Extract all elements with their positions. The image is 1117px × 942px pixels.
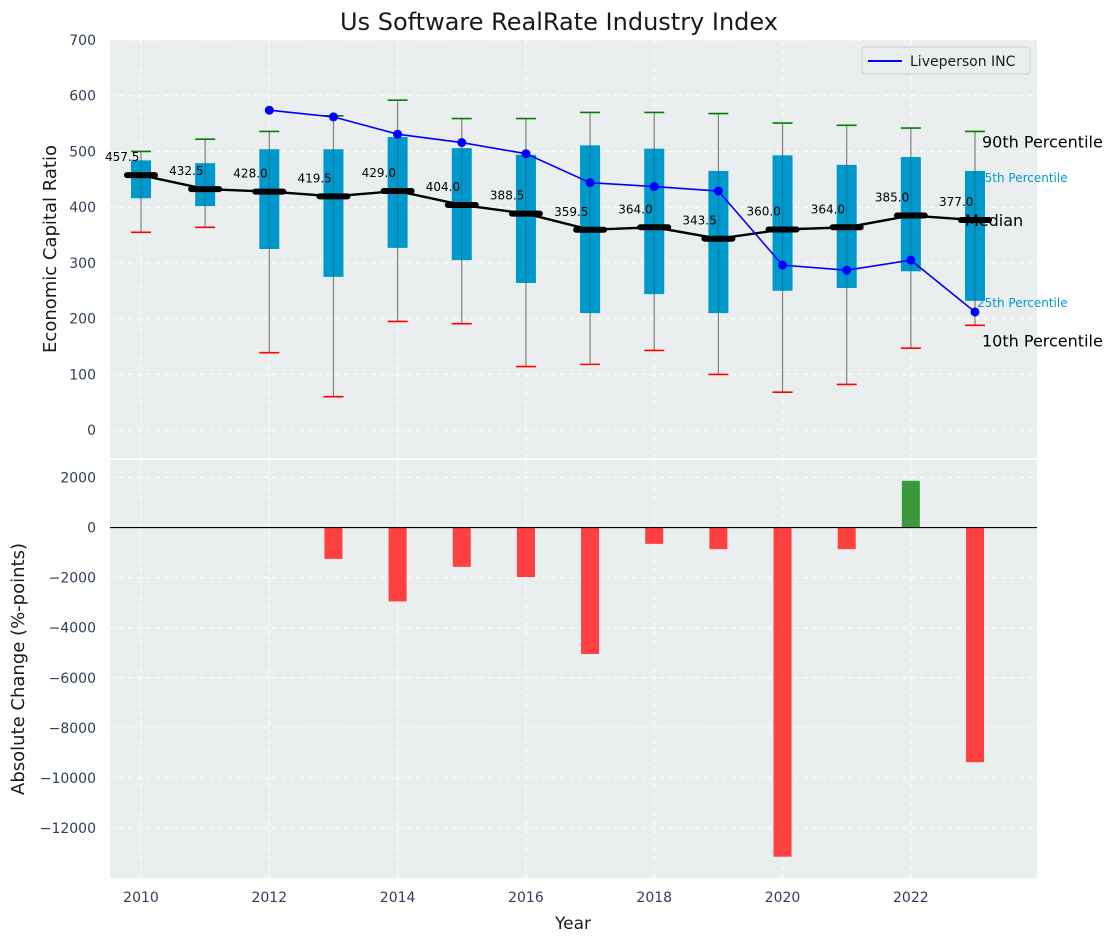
p75-annotation: 75th Percentile xyxy=(977,171,1068,185)
change-bar xyxy=(452,527,471,567)
company-point xyxy=(457,138,467,148)
change-bar xyxy=(773,527,792,857)
change-bar xyxy=(324,527,343,559)
median-series xyxy=(124,172,992,242)
legend: Liveperson INC xyxy=(861,46,1031,75)
x-tick-label: 2018 xyxy=(636,890,672,906)
x-tick-label: 2020 xyxy=(765,890,801,906)
median-annotation: Median xyxy=(965,211,1023,230)
bottom-y-tick-label: 2000 xyxy=(60,471,96,487)
top-y-axis-label: Economic Capital Ratio xyxy=(40,145,61,353)
change-bar xyxy=(966,527,984,763)
x-axis-label: Year xyxy=(554,914,591,934)
bottom-plot-area xyxy=(110,460,1037,878)
p10-annotation: 10th Percentile xyxy=(982,331,1103,350)
bottom-y-tick-labels: 2000 0 −2000 −4000 −6000 −8000 −10000 −12000 xyxy=(40,471,96,837)
legend-box xyxy=(861,46,1031,75)
top-y-tick-label: 0 xyxy=(87,423,96,439)
p90-annotation: 90th Percentile xyxy=(982,132,1103,151)
company-point xyxy=(842,265,852,275)
company-line xyxy=(269,109,976,313)
company-point xyxy=(906,255,916,265)
median-value-label: 429.0 xyxy=(362,166,396,180)
top-y-tick-labels: 0 100 200 300 400 500 600 700 xyxy=(69,33,96,439)
median-value-label: 385.0 xyxy=(875,191,909,205)
company-point xyxy=(970,307,980,317)
chart-title: Us Software RealRate Industry Index xyxy=(340,8,778,36)
median-value-label: 432.5 xyxy=(169,164,203,178)
company-point xyxy=(328,112,338,122)
median-value-label: 404.0 xyxy=(426,180,460,194)
x-tick-label: 2010 xyxy=(123,890,159,906)
median-value-labels: 457.5 432.5 428.0 419.5 429.0 404.0 388.5 359.5… xyxy=(105,150,973,228)
top-y-tick-label: 600 xyxy=(69,89,96,105)
median-value-label: 377.0 xyxy=(939,195,973,209)
median-value-label: 359.5 xyxy=(554,205,588,219)
bottom-y-tick-label: −2000 xyxy=(49,571,96,587)
company-point xyxy=(585,178,595,188)
top-plot-area xyxy=(110,40,1037,458)
median-value-label: 343.5 xyxy=(682,214,716,228)
change-bar xyxy=(516,527,535,578)
company-point xyxy=(778,260,788,270)
company-point xyxy=(713,186,723,196)
change-bar xyxy=(837,527,856,550)
median-value-label: 388.5 xyxy=(490,189,524,203)
x-tick-labels: 2010 2012 2014 2016 2018 2020 2022 xyxy=(123,890,928,906)
x-tick-label: 2012 xyxy=(251,890,287,906)
x-tick-label: 2014 xyxy=(380,890,416,906)
bottom-y-tick-label: −6000 xyxy=(49,671,96,687)
median-value-label: 457.5 xyxy=(105,150,139,164)
top-y-tick-label: 100 xyxy=(69,367,96,383)
median-value-label: 360.0 xyxy=(747,204,781,218)
x-tick-label: 2016 xyxy=(508,890,544,906)
x-tick-label: 2022 xyxy=(893,890,929,906)
median-value-label: 419.5 xyxy=(297,171,331,185)
change-bar xyxy=(901,480,920,528)
top-y-tick-label: 300 xyxy=(69,256,96,272)
median-value-label: 364.0 xyxy=(811,202,845,216)
top-y-tick-label: 700 xyxy=(69,33,96,49)
bar-series xyxy=(324,480,984,857)
legend-label: Liveperson INC xyxy=(910,54,1016,70)
company-point xyxy=(264,105,274,115)
median-value-label: 428.0 xyxy=(233,167,267,181)
bottom-y-tick-label: −8000 xyxy=(49,721,96,737)
change-bar xyxy=(645,527,664,544)
bottom-y-tick-label: 0 xyxy=(87,521,96,537)
top-y-tick-label: 500 xyxy=(69,144,96,160)
percentile-annotations: 90th Percentile 75th Percentile Median 25th… xyxy=(965,132,1103,350)
company-point xyxy=(649,182,659,192)
change-bar xyxy=(581,527,600,654)
p25-annotation: 25th Percentile xyxy=(977,296,1068,310)
bottom-y-tick-label: −12000 xyxy=(40,821,96,837)
bottom-y-tick-label: −4000 xyxy=(49,621,96,637)
company-series xyxy=(264,105,980,317)
top-y-tick-label: 400 xyxy=(69,200,96,216)
bottom-y-axis-label: Absolute Change (%-points) xyxy=(8,543,29,795)
change-bar xyxy=(709,527,728,550)
median-value-label: 364.0 xyxy=(618,202,652,216)
company-point xyxy=(393,129,403,139)
company-point xyxy=(521,149,531,159)
top-y-tick-label: 200 xyxy=(69,312,96,328)
change-bar xyxy=(388,527,407,602)
bottom-y-tick-label: −10000 xyxy=(40,771,96,787)
